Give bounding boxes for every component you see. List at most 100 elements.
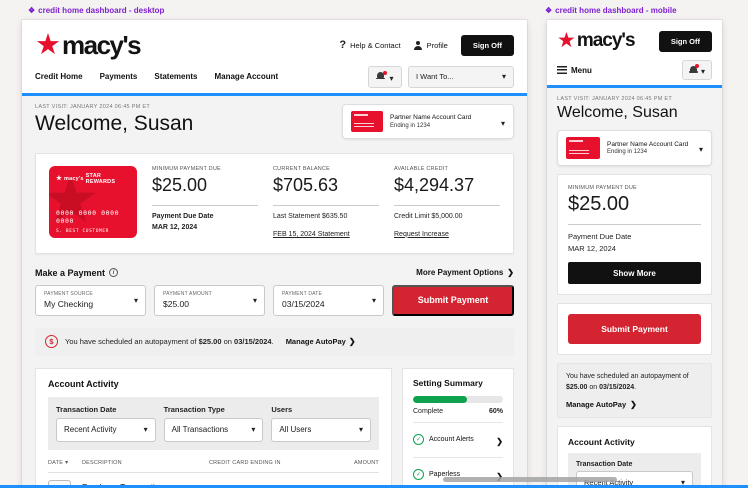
sort-caret-icon (65, 460, 68, 466)
nav-item-credit-home[interactable]: Credit Home (35, 72, 83, 81)
setting-summary-card: Setting Summary Complete 60% Account Ale… (402, 367, 514, 488)
transaction-type-label: Transaction Type (163, 404, 225, 414)
notifications-dropdown[interactable] (682, 60, 712, 80)
autopay-text: You have scheduled an autopayment of $25… (566, 373, 689, 392)
payment-source-dropdown[interactable]: PAYMENT SOURCE My Checking (35, 284, 146, 316)
min-payment-amount: $25.00 (568, 193, 630, 215)
check-circle-icon (413, 469, 424, 481)
autopay-text: You have scheduled an autopayment of $25… (65, 337, 274, 347)
help-contact-link[interactable]: Help & Contact (339, 39, 400, 51)
submit-payment-card: Submit Payment (557, 303, 712, 356)
mobile-frame-label[interactable]: credit home dashboard - mobile (545, 6, 676, 15)
payment-amount-label: PAYMENT AMOUNT (163, 290, 212, 297)
setting-item-label: Paperless (429, 471, 461, 479)
min-payment-label: MINIMUM PAYMENT DUE (568, 185, 637, 191)
payment-date-value: 03/15/2024 (282, 299, 325, 310)
chevron-right-icon (630, 400, 637, 409)
activity-table-header: DATE DESCRIPTION CREDIT CARD ENDING IN A… (48, 460, 379, 466)
notification-dot (382, 70, 387, 75)
manage-autopay-link[interactable]: Manage AutoPay (566, 400, 703, 409)
amount-column-label: AMOUNT (353, 459, 379, 466)
current-balance-amount: $705.63 (273, 175, 339, 195)
show-more-button[interactable]: Show More (568, 262, 701, 285)
transaction-type-value: All Transactions (171, 425, 229, 435)
last-visit-text: LAST VISIT: JANUARY 2024 06:45 PM ET (35, 104, 151, 110)
help-icon (339, 39, 346, 51)
desktop-frame-label[interactable]: credit home dashboard - desktop (28, 6, 164, 15)
desktop-header: macy's Help & Contact Profile Sign Off C… (22, 20, 527, 96)
autopay-banner: You have scheduled an autopayment of $25… (35, 327, 514, 356)
manage-autopay-link[interactable]: Manage AutoPay (286, 337, 356, 346)
macys-logo[interactable]: macy's (35, 30, 142, 61)
welcome-heading: Welcome, Susan (557, 104, 678, 121)
users-dropdown[interactable]: All Users (271, 417, 372, 442)
min-payment-label: MINIMUM PAYMENT DUE (152, 166, 221, 172)
setting-summary-title: Setting Summary (413, 377, 483, 388)
request-increase-link[interactable]: Request Increase (394, 230, 449, 238)
transaction-date-dropdown[interactable]: Recent Activity (56, 417, 156, 442)
welcome-heading: Welcome, Susan (35, 112, 194, 135)
account-card-selector[interactable]: Partner Name Account Card Ending in 1234 (342, 104, 514, 139)
account-card-selector[interactable]: Partner Name Account Card Ending in 1234 (557, 130, 712, 166)
available-credit-label: AVAILABLE CREDIT (394, 166, 449, 172)
sign-off-button[interactable]: Sign Off (658, 30, 712, 52)
bottom-accent-line (0, 485, 748, 488)
date-column-sort[interactable]: DATE (48, 460, 82, 466)
last-statement-text: Last Statement $635.50 (273, 213, 348, 220)
caret-down-icon (389, 68, 393, 86)
menu-label: Menu (571, 65, 592, 75)
more-payment-options-link[interactable]: More Payment Options (416, 268, 514, 277)
more-payment-options-label: More Payment Options (416, 268, 504, 278)
submit-payment-button[interactable]: Submit Payment (568, 314, 701, 345)
bell-icon (688, 64, 700, 75)
logo-text: macy's (576, 30, 636, 51)
available-credit-column: AVAILABLE CREDIT $4,294.37 Credit Limit … (394, 166, 500, 241)
profile-link[interactable]: Profile (414, 40, 448, 50)
minimum-payment-card: MINIMUM PAYMENT DUE $25.00 Payment Due D… (557, 174, 712, 296)
caret-down-icon (134, 290, 138, 308)
users-value: All Users (279, 425, 312, 435)
transaction-date-value: Recent Activity (64, 425, 117, 435)
minimum-payment-column: MINIMUM PAYMENT DUE $25.00 Payment Due D… (152, 166, 258, 241)
setting-item-paperless[interactable]: Paperless (413, 456, 503, 488)
card-star-icon (56, 176, 62, 183)
submit-payment-button[interactable]: Submit Payment (392, 284, 514, 316)
statement-link[interactable]: FEB 15, 2024 Statement (273, 230, 350, 238)
chevron-right-icon (496, 431, 503, 449)
divider (152, 205, 258, 206)
divider (394, 205, 500, 206)
nav-item-manage-account[interactable]: Manage Account (214, 72, 279, 81)
horizontal-scrollbar[interactable] (443, 477, 617, 482)
sign-off-button[interactable]: Sign Off (460, 34, 514, 56)
payment-date-label: PAYMENT DATE (282, 290, 323, 297)
card-selector-subtitle: Ending in 1234 (390, 122, 431, 129)
payment-date-dropdown[interactable]: PAYMENT DATE 03/15/2024 (273, 284, 384, 316)
macys-logo[interactable]: macy's (557, 30, 636, 52)
caret-down-icon (251, 425, 255, 434)
nav-item-payments[interactable]: Payments (99, 72, 138, 81)
i-want-to-dropdown[interactable]: I Want To... (408, 65, 514, 88)
payment-amount-dropdown[interactable]: PAYMENT AMOUNT $25.00 (154, 284, 265, 316)
payment-source-label: PAYMENT SOURCE (44, 290, 93, 297)
caret-down-icon (144, 425, 148, 434)
activity-filter-bar: Transaction Date Recent Activity Transac… (568, 452, 701, 488)
mini-card-thumbnail (566, 137, 600, 159)
setting-item-account-alerts[interactable]: Account Alerts (413, 421, 503, 457)
profile-label: Profile (426, 40, 448, 50)
caret-down-icon (699, 139, 703, 157)
transaction-type-dropdown[interactable]: All Transactions (163, 417, 264, 442)
info-icon[interactable] (109, 268, 119, 278)
caret-down-icon (501, 113, 505, 131)
component-icon (545, 6, 552, 15)
menu-button[interactable]: Menu (557, 66, 592, 75)
notifications-dropdown[interactable] (368, 65, 402, 88)
account-activity-card: Account Activity Transaction Date Recent… (557, 425, 712, 488)
frame-label-text: credit home dashboard - desktop (38, 6, 165, 15)
nav-item-statements[interactable]: Statements (154, 72, 198, 81)
hamburger-menu-icon (557, 66, 567, 74)
card-number: 0000 0000 0000 0000 (56, 209, 120, 225)
credit-limit-text: Credit Limit $5,000.00 (394, 213, 463, 220)
card-holder-name: S. BEST CUSTOMER (56, 229, 109, 234)
last-visit-text: LAST VISIT: JANUARY 2024 06:45 PM ET (557, 96, 673, 102)
caret-down-icon (253, 290, 257, 308)
